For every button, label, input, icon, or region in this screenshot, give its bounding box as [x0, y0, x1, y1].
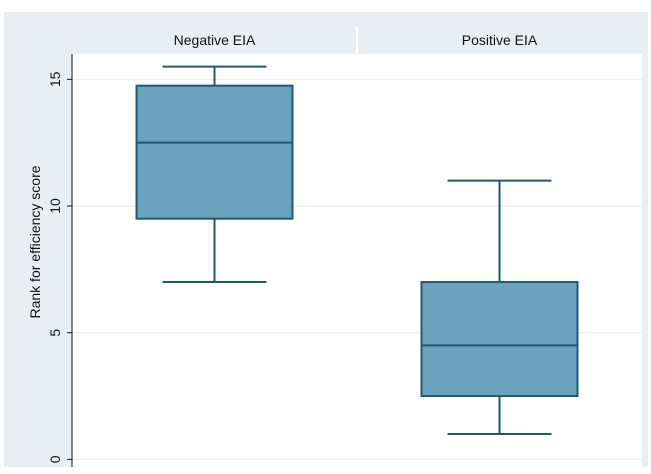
- y-tick-label-5: 5: [47, 329, 63, 337]
- panels: Negative EIA Positive EIA: [135, 26, 579, 436]
- box: [420, 281, 579, 398]
- y-tick-label-15: 15: [47, 71, 63, 87]
- panel-positive-eia: Positive EIA: [356, 26, 579, 436]
- y-axis-title: Rank for efficiency score: [27, 165, 43, 318]
- y-tick-label-0: 0: [47, 455, 63, 463]
- panel-label-negative-eia: Negative EIA: [174, 32, 256, 48]
- y-axis: 0 5 10 15: [47, 54, 73, 467]
- box: [135, 84, 294, 220]
- box-plot-chart: Negative EIA Positive EIA 0 5 10 15 Rank for…: [4, 12, 648, 467]
- panel-label-positive-eia: Positive EIA: [462, 32, 538, 48]
- panel-negative-eia: Negative EIA: [135, 32, 294, 284]
- y-tick-label-10: 10: [47, 198, 63, 214]
- chart-canvas: Negative EIA Positive EIA 0 5 10 15 Rank for…: [4, 12, 648, 467]
